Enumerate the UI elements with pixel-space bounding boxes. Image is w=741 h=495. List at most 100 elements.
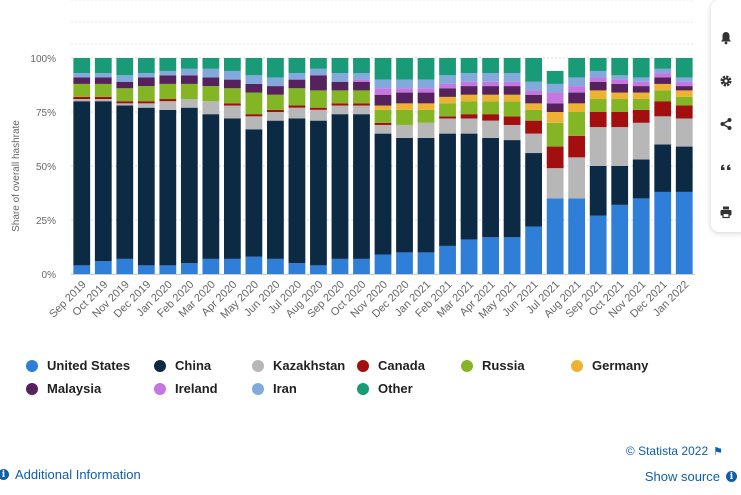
bar-segment[interactable] [180,99,198,108]
bar-segment[interactable] [202,58,220,69]
bar-segment[interactable] [611,204,629,274]
bar-segment[interactable] [310,68,327,76]
bar-segment[interactable] [137,73,155,78]
bar-segment[interactable] [460,114,478,119]
bar-segment[interactable] [417,79,435,89]
bar-segment[interactable] [180,83,198,100]
bar-segment[interactable] [417,137,435,253]
bar-segment[interactable] [503,73,521,82]
bar-segment[interactable] [180,68,198,76]
bar-segment[interactable] [245,92,263,115]
bar-segment[interactable] [94,83,112,97]
bar-segment[interactable] [503,94,521,102]
bar-segment[interactable] [589,77,607,82]
bar-segment[interactable] [546,122,564,147]
bar-segment[interactable] [611,58,629,76]
bar-segment[interactable] [267,120,284,259]
bar-segment[interactable] [374,79,392,89]
bar-segment[interactable] [396,109,413,125]
legend-item[interactable]: China [154,358,211,373]
bar-segment[interactable] [374,124,392,134]
bar-segment[interactable] [245,83,263,93]
bar-segment[interactable] [675,86,693,91]
bar-segment[interactable] [611,92,629,100]
bar-segment[interactable] [159,99,177,102]
bar-segment[interactable] [589,99,607,112]
bar-segment[interactable] [568,86,586,93]
bar-segment[interactable] [568,157,586,199]
bar-segment[interactable] [482,114,499,121]
bar-segment[interactable] [159,70,177,76]
bar-segment[interactable] [675,105,693,119]
bar-segment[interactable] [589,90,607,100]
bar-segment[interactable] [331,105,349,115]
bar-segment[interactable] [654,101,672,117]
bar-segment[interactable] [353,79,370,82]
bar-segment[interactable] [546,103,564,112]
bar-segment[interactable] [288,105,306,108]
bar-segment[interactable] [353,103,370,106]
bar-segment[interactable] [353,114,370,259]
bar-segment[interactable] [159,265,177,274]
bar-segment[interactable] [267,58,284,78]
bar-segment[interactable] [654,58,672,69]
bar-segment[interactable] [180,75,198,84]
bar-segment[interactable] [116,101,134,104]
bar-segment[interactable] [675,191,693,274]
bar-segment[interactable] [632,109,650,123]
settings-button[interactable] [711,63,741,99]
bar-segment[interactable] [73,99,91,102]
bar-segment[interactable] [675,96,693,106]
bar-segment[interactable] [288,263,306,274]
bar-segment[interactable] [525,58,543,82]
bar-segment[interactable] [482,237,499,274]
bar-segment[interactable] [675,58,693,78]
bar-segment[interactable] [460,118,478,134]
bar-segment[interactable] [288,88,306,106]
bar-segment[interactable] [611,99,629,112]
bar-segment[interactable] [331,103,349,106]
bar-segment[interactable] [137,101,155,104]
bar-segment[interactable] [417,92,435,104]
share-button[interactable] [711,106,741,142]
bar-segment[interactable] [632,122,650,160]
bar-segment[interactable] [503,101,521,117]
bar-segment[interactable] [654,73,672,78]
bar-segment[interactable] [654,116,672,145]
bar-segment[interactable] [589,70,607,78]
bar-segment[interactable] [137,86,155,102]
bar-segment[interactable] [137,107,155,266]
bar-segment[interactable] [460,94,478,102]
bar-segment[interactable] [568,198,586,274]
bar-segment[interactable] [611,79,629,84]
bar-segment[interactable] [245,256,263,274]
bar-segment[interactable] [73,83,91,97]
bar-segment[interactable] [396,137,413,253]
bar-segment[interactable] [632,159,650,199]
bar-segment[interactable] [568,92,586,104]
bar-segment[interactable] [675,77,693,82]
bar-segment[interactable] [73,58,91,74]
bar-segment[interactable] [632,58,650,78]
bar-segment[interactable] [589,112,607,128]
bar-segment[interactable] [568,77,586,87]
bar-segment[interactable] [460,101,478,115]
bar-segment[interactable] [525,94,543,104]
legend-item[interactable]: Iran [252,381,297,396]
bar-segment[interactable] [288,73,306,80]
bar-segment[interactable] [503,116,521,125]
statista-credits[interactable]: © Statista 2022 ⚑ [626,444,723,458]
bar-segment[interactable] [654,77,672,84]
legend-item[interactable]: Other [357,381,413,396]
bar-segment[interactable] [654,144,672,192]
bar-segment[interactable] [353,90,370,104]
bar-segment[interactable] [202,77,220,87]
bar-segment[interactable] [94,101,112,262]
bar-segment[interactable] [94,261,112,274]
bar-segment[interactable] [396,124,413,138]
bar-segment[interactable] [374,88,392,95]
bar-segment[interactable] [439,118,456,134]
bar-segment[interactable] [374,133,392,255]
bar-segment[interactable] [137,77,155,87]
bar-segment[interactable] [331,81,349,91]
